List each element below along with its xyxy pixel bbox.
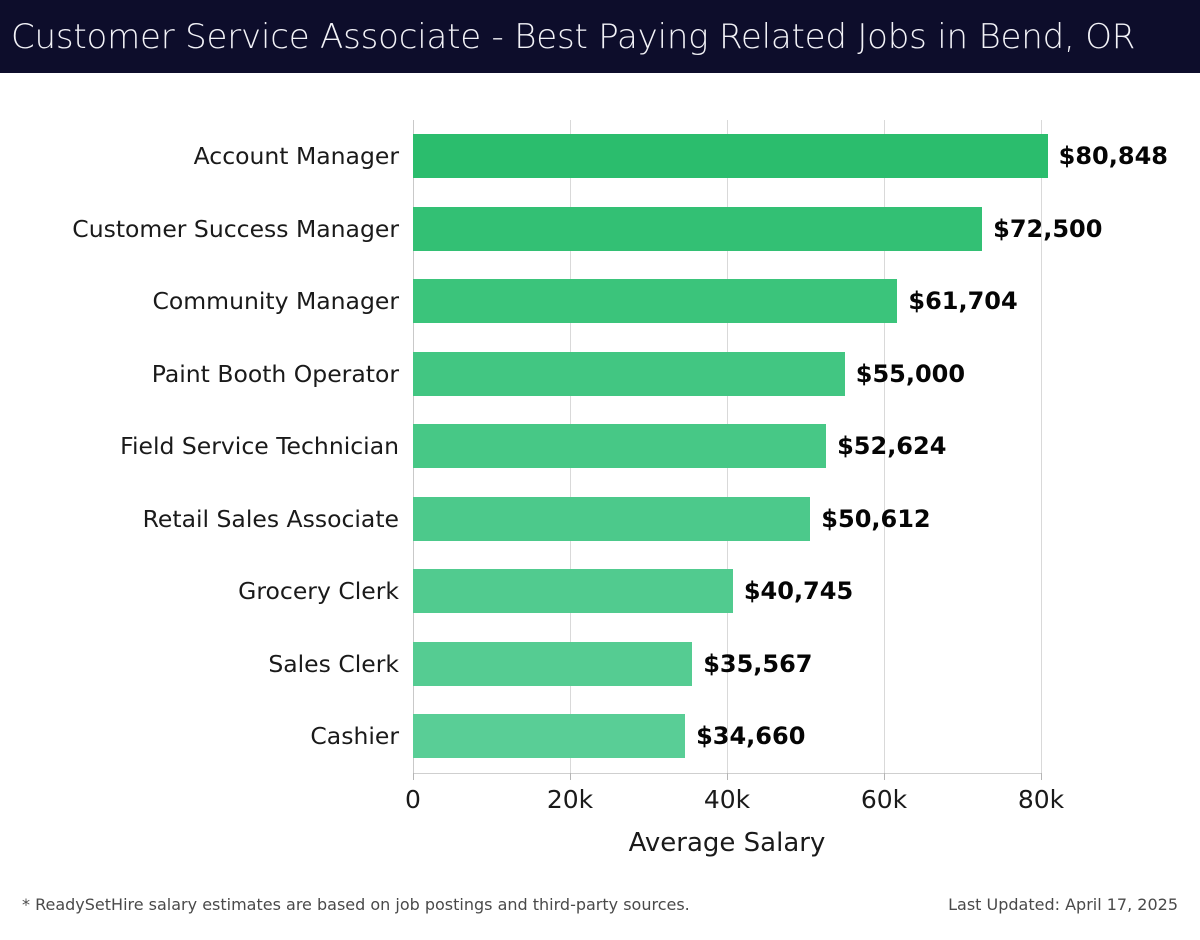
chart-canvas: 0 20k 40k 60k 80k Account Manager $80,848 Cust…	[0, 73, 1200, 880]
x-tick-mark	[413, 773, 414, 780]
bar[interactable]	[413, 134, 1048, 178]
bar[interactable]	[413, 279, 898, 324]
bar-value-label: $50,612	[821, 504, 931, 533]
bar-row[interactable]: Community Manager $61,704	[153, 265, 1041, 338]
bar-value-label: $40,745	[743, 577, 854, 606]
bar[interactable]	[413, 714, 686, 759]
bar-row[interactable]: Paint Booth Operator $55,000	[152, 338, 1041, 411]
category-label: Field Service Technician	[120, 432, 399, 461]
bar-value-label: $52,624	[837, 432, 947, 461]
gridline	[884, 120, 885, 773]
category-label: Community Manager	[152, 287, 400, 316]
bar-value-label: $80,848	[1058, 142, 1168, 170]
category-label: Paint Booth Operator	[151, 359, 399, 388]
bar-value-label: $61,704	[908, 287, 1018, 316]
bar[interactable]	[413, 641, 693, 686]
bar-value-label: $72,500	[993, 214, 1103, 243]
x-tick-mark	[570, 773, 571, 780]
footer: * ReadySetHire salary estimates are base…	[0, 895, 1200, 940]
x-tick-mark	[727, 773, 728, 780]
bar[interactable]	[413, 206, 983, 251]
page-title: Customer Service Associate - Best Paying…	[11, 16, 1136, 57]
bar-row[interactable]: Retail Sales Associate $50,612	[143, 483, 1041, 556]
category-label: Cashier	[310, 722, 399, 751]
bar-row[interactable]: Cashier $34,660	[310, 700, 1041, 773]
plot-area: 0 20k 40k 60k 80k Account Manager $80,848 Cust…	[72, 120, 1168, 814]
bar-row[interactable]: Account Manager $80,848	[194, 120, 1168, 193]
gridline	[1041, 120, 1042, 773]
footer-last-updated: Last Updated: April 17, 2025	[948, 895, 1178, 914]
x-tick-label: 80k	[1017, 785, 1065, 814]
category-label: Customer Success Manager	[72, 214, 399, 243]
bar-value-label: $34,660	[696, 722, 806, 751]
bar[interactable]	[413, 569, 733, 614]
category-label: Account Manager	[193, 142, 399, 170]
category-label: Sales Clerk	[268, 649, 399, 678]
x-tick-label: 20k	[546, 785, 594, 814]
bar-value-label: $55,000	[855, 359, 966, 388]
chart-header-bar: Customer Service Associate - Best Paying…	[0, 0, 1200, 73]
bar[interactable]	[413, 351, 845, 396]
x-tick-mark	[1041, 773, 1042, 780]
bar-row[interactable]: Customer Success Manager $72,500	[72, 193, 1102, 266]
footer-disclaimer: * ReadySetHire salary estimates are base…	[22, 895, 690, 914]
x-axis-title: Average Salary	[628, 828, 826, 858]
category-label: Grocery Clerk	[238, 577, 399, 606]
x-tick-label: 0	[405, 785, 421, 814]
x-tick-label: 40k	[703, 785, 751, 814]
bar-row[interactable]: Field Service Technician $52,624	[120, 410, 1041, 483]
category-label: Retail Sales Associate	[142, 504, 399, 533]
bar[interactable]	[413, 424, 827, 469]
bar-row[interactable]: Grocery Clerk $40,745	[238, 555, 1041, 628]
bar-row[interactable]: Sales Clerk $35,567	[268, 628, 1041, 701]
bar[interactable]	[413, 496, 811, 541]
x-tick-label: 60k	[860, 785, 908, 814]
bar-value-label: $35,567	[703, 649, 813, 678]
x-tick-mark	[884, 773, 885, 780]
